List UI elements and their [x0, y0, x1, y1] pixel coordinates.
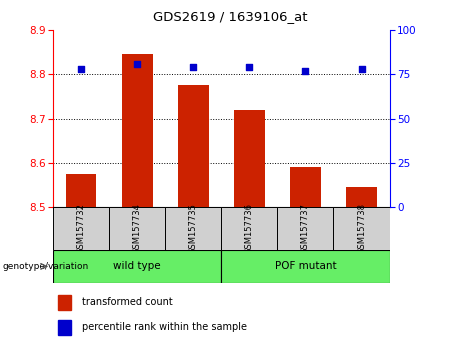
Text: GSM157737: GSM157737: [301, 203, 310, 254]
Bar: [122, 55, 153, 207]
Bar: [178, 85, 209, 207]
Point: [189, 64, 197, 70]
Bar: [53, 207, 109, 250]
Bar: [53, 250, 221, 283]
Bar: [221, 250, 390, 283]
Bar: [234, 110, 265, 207]
Text: transformed count: transformed count: [82, 297, 172, 307]
Bar: [58, 295, 71, 310]
Bar: [58, 320, 71, 335]
Text: GSM157736: GSM157736: [245, 203, 254, 254]
Text: wild type: wild type: [113, 261, 161, 272]
Bar: [333, 207, 390, 250]
Text: GSM157735: GSM157735: [189, 203, 198, 254]
Bar: [109, 207, 165, 250]
Bar: [346, 187, 377, 207]
Point: [246, 64, 253, 70]
Text: GSM157732: GSM157732: [77, 203, 86, 254]
Bar: [221, 207, 278, 250]
Bar: [65, 174, 96, 207]
Point: [77, 66, 85, 72]
Point: [301, 68, 309, 74]
Point: [358, 66, 365, 72]
Text: GDS2619 / 1639106_at: GDS2619 / 1639106_at: [153, 10, 308, 23]
Text: genotype/variation: genotype/variation: [2, 262, 89, 271]
Bar: [290, 167, 321, 207]
Text: percentile rank within the sample: percentile rank within the sample: [82, 322, 247, 332]
Text: POF mutant: POF mutant: [275, 261, 336, 272]
Text: GSM157738: GSM157738: [357, 203, 366, 254]
Bar: [278, 207, 333, 250]
Text: GSM157734: GSM157734: [133, 203, 142, 254]
Bar: [165, 207, 221, 250]
Point: [134, 61, 141, 67]
